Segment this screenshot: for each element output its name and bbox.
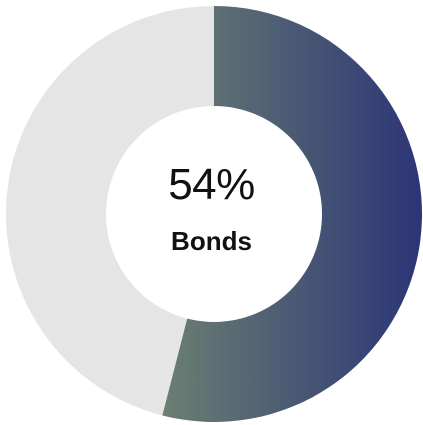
center-value-label: 54% <box>168 160 255 209</box>
donut-hole <box>106 106 322 322</box>
center-category-label: Bonds <box>171 226 252 256</box>
